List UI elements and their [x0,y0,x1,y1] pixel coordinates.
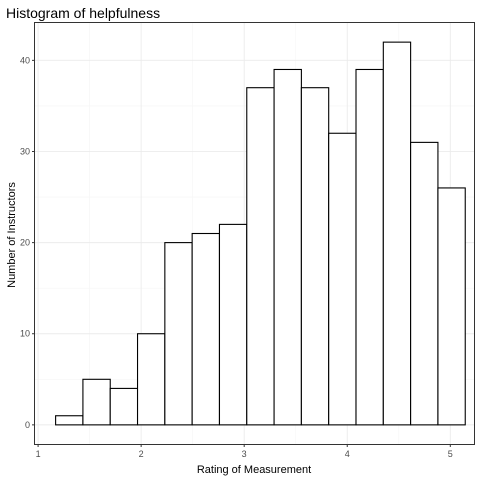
chart-title: Histogram of helpfulness [6,5,160,21]
x-tick-label: 3 [242,449,247,459]
histogram-bar [109,387,139,426]
x-tick-label: 4 [345,449,350,459]
histogram-bar [55,415,84,426]
y-tick-label: 40 [20,55,30,65]
histogram-bar [191,232,221,426]
histogram-bar [437,187,466,426]
y-tick-label: 0 [25,420,30,430]
histogram-bar [328,132,357,426]
histogram-bar [355,68,384,426]
y-axis: 0 10 20 30 40 [20,55,35,430]
y-tick-label: 20 [20,238,30,248]
histogram-bar [300,87,330,426]
x-tick-label: 5 [448,449,453,459]
histogram-bar [410,141,439,426]
histogram-bar [82,378,111,426]
histogram-bar [273,68,302,426]
histogram-bar [382,41,412,426]
x-tick-label: 1 [36,449,41,459]
y-tick-label: 10 [20,329,30,339]
histogram-bar [218,223,248,426]
histogram-bar [246,87,275,426]
histogram-bar [164,242,193,426]
histogram-bars [55,41,466,426]
x-axis-title: Rating of Measurement [197,464,311,476]
y-axis-title: Number of Instructors [6,182,18,288]
x-axis: 1 2 3 4 5 [36,444,453,459]
y-tick-label: 30 [20,146,30,156]
plot-panel-border [34,22,475,445]
histogram-bar [136,333,166,426]
x-tick-label: 2 [139,449,144,459]
